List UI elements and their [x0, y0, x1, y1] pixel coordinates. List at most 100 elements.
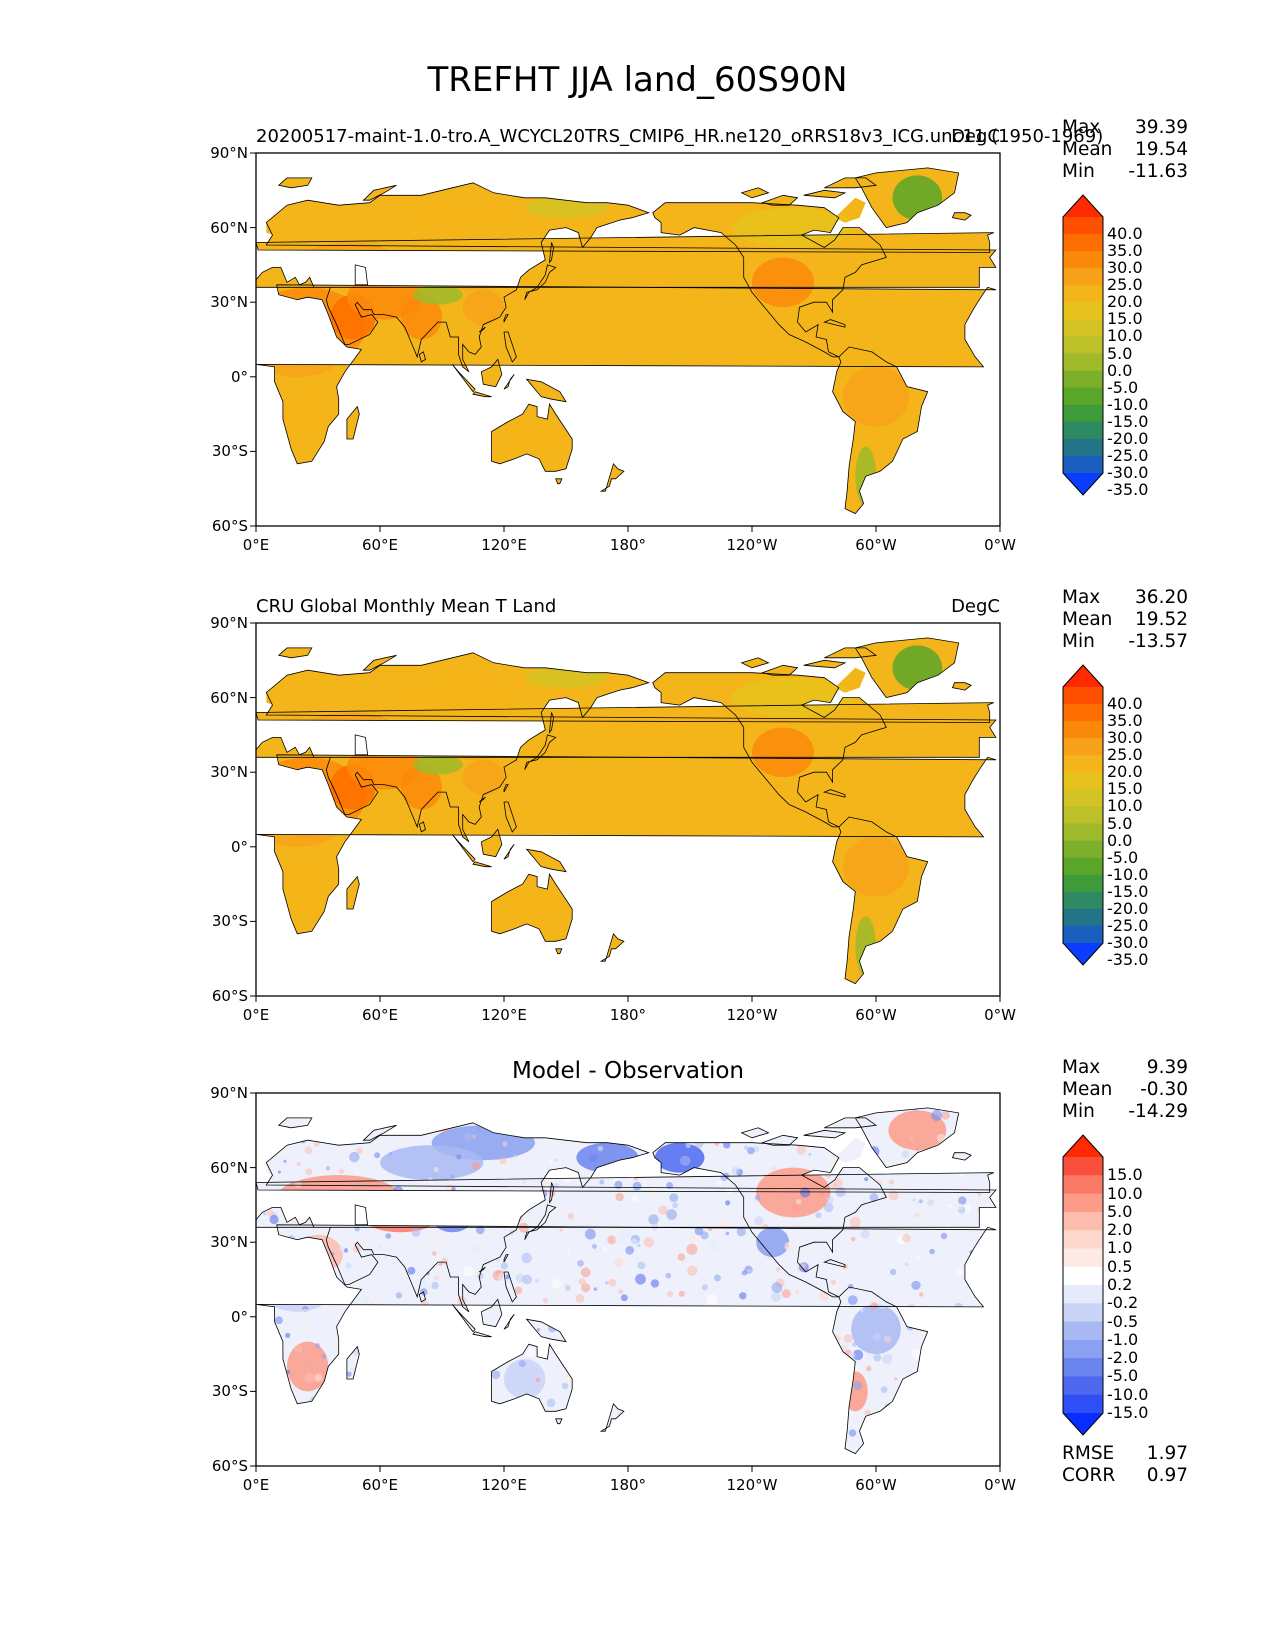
- field-speck: [644, 1442, 653, 1452]
- field-blob-1: [363, 1202, 438, 1233]
- field-speck: [736, 1227, 746, 1237]
- field-speck: [864, 1436, 875, 1448]
- field-speck: [901, 1150, 910, 1159]
- colorbar-segment: [1063, 1266, 1103, 1286]
- field-speck: [460, 1107, 468, 1113]
- field-speck: [697, 1342, 701, 1346]
- field-speck: [421, 1281, 431, 1291]
- field-speck: [536, 1122, 542, 1128]
- field-speck: [730, 1421, 739, 1430]
- field-speck: [363, 1416, 371, 1424]
- field-blob-17: [892, 645, 943, 691]
- field-speck: [592, 1398, 599, 1406]
- x-tick-label: 60°E: [361, 1006, 399, 1024]
- coastline-japan: [524, 734, 557, 770]
- field-blob-6: [297, 712, 401, 753]
- field-speck: [753, 1440, 761, 1447]
- field-speck: [423, 1216, 428, 1221]
- field-speck: [256, 1293, 264, 1302]
- coastline-samerica: [832, 816, 929, 985]
- field-speck: [955, 1268, 963, 1276]
- land-base: [256, 637, 996, 984]
- coastline-madagascar: [346, 405, 360, 440]
- colorbar-segment: [1063, 268, 1103, 286]
- field-blob-5: [576, 1142, 639, 1173]
- field-speck: [956, 1404, 967, 1415]
- field-speck: [959, 1371, 963, 1376]
- field-speck: [361, 1165, 366, 1170]
- field-speck: [708, 1240, 719, 1251]
- field-speck: [754, 1194, 761, 1201]
- field-speck: [904, 1262, 909, 1266]
- field-speck: [755, 1417, 765, 1427]
- field-speck: [638, 1341, 649, 1352]
- field-speck: [818, 1291, 829, 1301]
- field-speck: [273, 1261, 279, 1267]
- field-speck: [372, 1143, 378, 1149]
- field-speck: [687, 1265, 698, 1276]
- colorbar-segment: [1063, 840, 1103, 859]
- coastline-britain: [255, 702, 994, 723]
- field-speck: [361, 1295, 369, 1303]
- field-speck: [581, 1283, 591, 1293]
- field-blob-14: [731, 677, 856, 718]
- y-tick-label: 30°N: [210, 1233, 248, 1252]
- y-tick-label: 30°S: [211, 442, 248, 461]
- stat-label-corr: CORR: [1062, 1465, 1116, 1486]
- field-speck: [979, 1154, 983, 1158]
- field-speck: [392, 1186, 404, 1197]
- colorbar-segment: [1063, 687, 1103, 705]
- field-speck: [744, 1145, 749, 1150]
- field-speck: [915, 1147, 920, 1152]
- field-speck: [926, 1373, 934, 1381]
- field-speck: [397, 1378, 406, 1387]
- field-speck: [408, 1348, 412, 1352]
- stat-label-max: Max: [1062, 587, 1101, 608]
- field-speck: [327, 1211, 336, 1220]
- colorbar-tick-label: 35.0: [1107, 711, 1143, 731]
- coastline-srilanka: [418, 351, 426, 363]
- field-speck: [735, 1433, 741, 1440]
- colorbar-segment: [1063, 421, 1103, 440]
- field-speck: [340, 1198, 351, 1209]
- field-speck: [268, 1382, 278, 1393]
- colorbar-tick-label: 2.0: [1107, 1220, 1133, 1240]
- field-speck: [608, 1329, 614, 1334]
- field-speck: [555, 1294, 562, 1301]
- colorbar-segment: [1063, 387, 1103, 406]
- field-speck: [685, 1142, 691, 1149]
- field-speck: [451, 1429, 458, 1435]
- field-speck: [395, 1321, 399, 1325]
- field-speck: [648, 1357, 657, 1366]
- colorbar-segment: [1063, 353, 1103, 372]
- field-speck: [603, 1247, 608, 1252]
- field-speck: [941, 1434, 948, 1441]
- field-speck: [770, 1165, 777, 1172]
- field-speck: [628, 1429, 634, 1435]
- field-speck: [967, 1390, 972, 1396]
- field-speck: [690, 1325, 695, 1330]
- field-speck: [296, 1161, 301, 1167]
- field-speck: [455, 1417, 467, 1428]
- coastline-hainan: [478, 796, 486, 803]
- field-speck: [649, 1189, 657, 1198]
- field-speck: [771, 1291, 782, 1302]
- obs-subtitle: CRU Global Monthly Mean T Land: [256, 596, 557, 617]
- field-speck: [625, 1112, 633, 1120]
- coastline-africa: [255, 284, 997, 465]
- field-speck: [379, 1342, 390, 1353]
- field-speck: [843, 1334, 853, 1343]
- field-speck: [563, 1375, 572, 1385]
- field-speck: [922, 1272, 927, 1277]
- field-speck: [518, 1360, 526, 1368]
- stat-label-mean: Mean: [1062, 139, 1113, 160]
- field-speck: [522, 1274, 533, 1285]
- field-speck: [981, 1251, 991, 1262]
- field-speck: [438, 1358, 442, 1362]
- colorbar-tick-label: -30.0: [1107, 933, 1149, 952]
- field-speck: [621, 1336, 632, 1348]
- field-blob-10: [462, 759, 504, 795]
- field-speck: [823, 1324, 831, 1332]
- figure-title: TREFHT JJA land_60S90N: [427, 60, 848, 100]
- model-map: [250, 152, 1001, 532]
